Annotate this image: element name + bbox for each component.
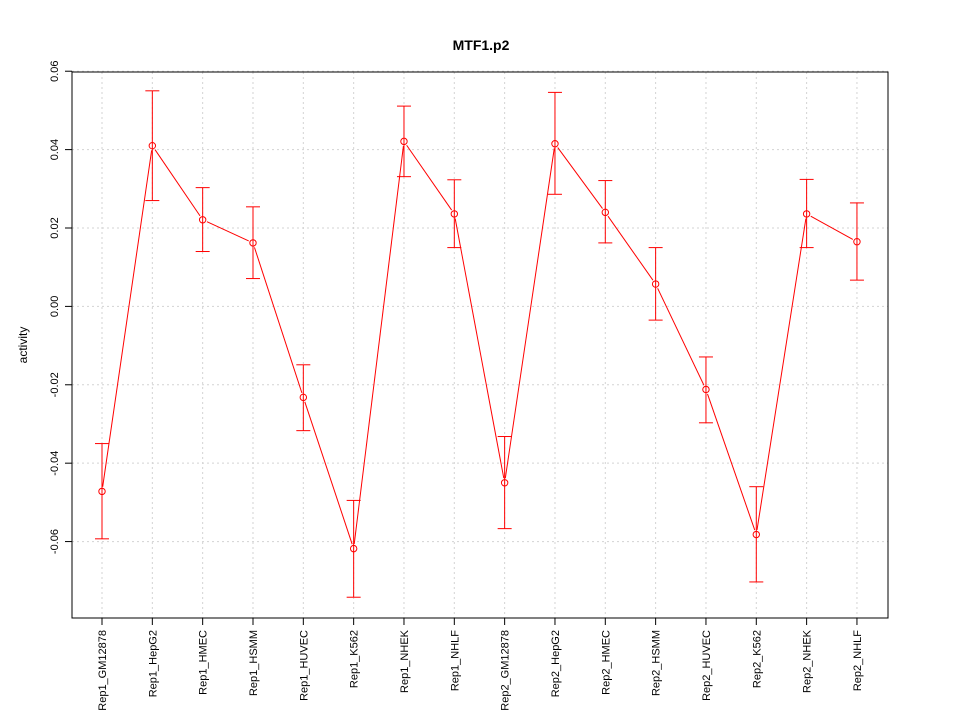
data-point xyxy=(551,140,559,148)
series-line-segment xyxy=(504,148,555,479)
y-axis-label: activity xyxy=(16,327,30,364)
y-tick-label: 0.00 xyxy=(49,296,61,317)
y-tick-label: 0.04 xyxy=(49,139,61,160)
series-line-segment xyxy=(304,401,353,545)
data-point xyxy=(249,239,257,247)
series-line-segment xyxy=(756,218,807,530)
x-tick-label: Rep2_HSMM xyxy=(651,630,663,696)
plot-frame xyxy=(71,71,889,619)
series-line-segment xyxy=(253,247,303,394)
data-point xyxy=(601,208,609,217)
data-point xyxy=(299,393,308,402)
series-line-segment xyxy=(353,145,404,545)
y-tick-label: -0.06 xyxy=(49,529,61,554)
chart-title: MTF1.p2 xyxy=(453,37,510,53)
x-tick-label: Rep1_K562 xyxy=(349,630,361,688)
x-tick-label: Rep2_GM12878 xyxy=(500,630,512,711)
data-point xyxy=(702,385,710,394)
data-point xyxy=(198,216,207,224)
y-tick-label: -0.04 xyxy=(49,451,61,476)
series-line-segment xyxy=(454,218,505,479)
data-series xyxy=(95,90,864,598)
x-tick-label: Rep2_NHEK xyxy=(802,629,814,693)
x-tick-label: Rep2_HepG2 xyxy=(550,630,562,697)
series-line-segment xyxy=(607,215,654,281)
data-point xyxy=(98,487,106,496)
series-line-segment xyxy=(657,288,705,386)
series-line-segment xyxy=(206,221,249,242)
data-point xyxy=(148,141,157,150)
x-tick-label: Rep1_NHEK xyxy=(399,629,411,693)
y-tick-label: -0.02 xyxy=(49,372,61,397)
axes: Rep1_GM12878 Rep1_HepG2 Rep1_HMEC Rep1_HSMM… xyxy=(49,61,864,711)
series-line-segment xyxy=(406,144,453,211)
data-point xyxy=(349,544,358,553)
series-line-segment xyxy=(102,150,153,487)
x-tick-label: Rep1_NHLF xyxy=(449,630,461,691)
x-tick-label: Rep1_HMEC xyxy=(198,630,210,695)
y-tick-label: 0.02 xyxy=(49,217,61,238)
series-line-segment xyxy=(707,393,756,531)
data-point xyxy=(450,210,459,218)
data-point xyxy=(853,238,861,246)
x-tick-label: Rep1_GM12878 xyxy=(97,630,109,711)
series-line-segment xyxy=(154,149,201,217)
series-line-segment xyxy=(810,215,854,240)
data-point xyxy=(752,530,760,539)
data-point xyxy=(802,210,811,218)
x-tick-label: Rep1_HSMM xyxy=(248,630,260,696)
grid-lines xyxy=(72,70,888,618)
x-tick-label: Rep2_NHLF xyxy=(852,630,864,691)
y-tick-label: 0.06 xyxy=(49,61,61,82)
x-tick-label: Rep2_K562 xyxy=(751,630,763,688)
x-tick-label: Rep2_HMEC xyxy=(600,630,612,695)
data-point xyxy=(400,137,408,146)
x-tick-label: Rep1_HUVEC xyxy=(298,630,310,701)
series-line-segment xyxy=(557,147,603,209)
x-tick-label: Rep2_HUVEC xyxy=(701,630,713,701)
data-point xyxy=(500,479,509,487)
x-tick-label: Rep1_HepG2 xyxy=(147,630,159,697)
data-point xyxy=(651,280,660,288)
